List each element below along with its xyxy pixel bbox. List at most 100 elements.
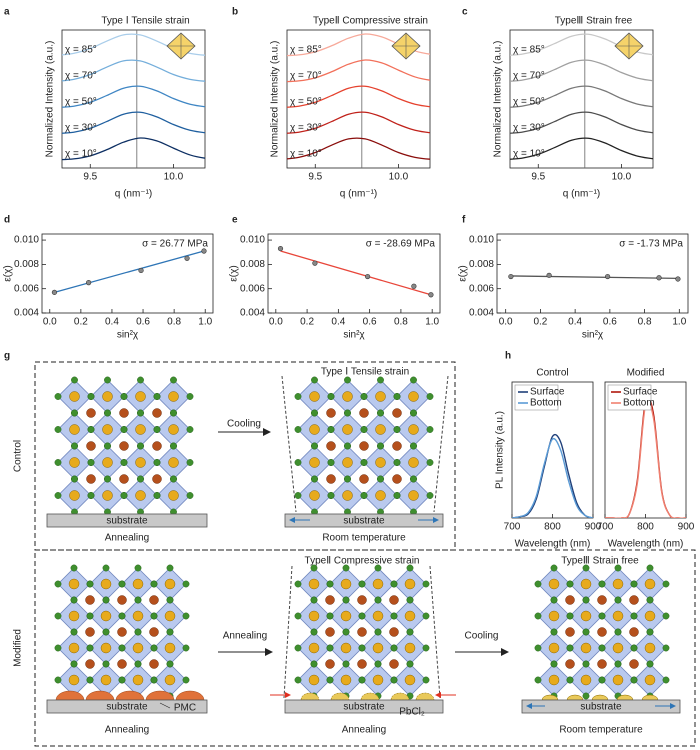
x-site [86,676,94,684]
curve [62,85,205,108]
point [675,276,681,282]
x-site [311,475,318,483]
b-site [342,391,353,402]
plot-frame [267,233,441,314]
x-site [662,676,670,684]
b-site [404,578,416,590]
x-site [170,442,177,450]
point [184,255,190,261]
b-site [102,490,113,501]
b-site [340,642,352,654]
legend-label: Bottom [623,398,655,409]
x-site [326,676,334,684]
x-site [137,475,144,483]
b-site [644,642,656,654]
b-site [164,674,176,686]
curve [287,33,430,57]
x-axis-label: q (nm⁻¹) [340,189,378,200]
y-axis-label: Normalized Intensity (a.u.) [270,41,281,158]
y-tick-label: 0.006 [14,283,39,294]
x-site [426,426,434,433]
x-site [54,393,62,400]
b-site [308,610,320,622]
b-site [309,424,320,435]
b-site [135,424,146,435]
substrate [46,699,208,714]
x-site [54,580,62,588]
x-site [662,612,670,620]
x-site [358,676,366,684]
b-site [132,642,144,654]
pbcl2-grain [641,694,659,701]
substrate [284,699,444,714]
b-site [135,490,146,501]
b-site [102,457,113,468]
y-tick-label: 0.004 [240,308,265,319]
pmc-label: PMC [174,703,196,714]
substrate [46,513,208,528]
arrow-label: Cooling [465,631,499,642]
pbcl2-grain [360,692,380,701]
x-tick-label: 10.0 [389,172,409,183]
x-tick-label: 0.6 [136,317,150,328]
curve [287,137,430,160]
x-site [360,426,368,433]
x-site [630,644,638,652]
series-label: χ = 50° [65,97,97,108]
curve [510,137,653,160]
line [605,395,686,518]
x-site [54,459,62,466]
arrow-label: Annealing [223,631,267,642]
x-site [104,442,111,450]
x-tick-label: 9.5 [531,172,545,183]
a-site [389,659,399,669]
x-site [422,676,430,684]
x-site [358,644,366,652]
substrate-label: substrate [106,702,148,713]
x-tick-label: 10.0 [164,172,184,183]
b-site [404,642,416,654]
y-axis-label: Normalized Intensity (a.u.) [45,41,56,158]
row-label: Modified [13,629,24,667]
a-site [359,441,369,451]
x-site [390,580,398,588]
fit-line [280,250,432,296]
x-site [344,442,351,450]
a-site [149,627,159,637]
x-site [393,393,401,400]
legend-label: Bottom [530,398,562,409]
y-tick-label: 0.010 [469,235,494,246]
x-site [630,676,638,684]
x-site [182,612,190,620]
x-site [120,393,128,400]
a-site [392,408,402,418]
x-site [70,596,78,604]
y-axis-label: ε(χ) [3,265,14,281]
x-site [186,393,194,400]
pmc-grain [145,690,175,701]
x-site [166,660,174,668]
point [508,273,514,280]
strain-guide [429,565,441,699]
x-site [582,564,590,572]
x-site [327,393,335,400]
x-site [182,644,190,652]
pbcl2-grain [300,692,320,701]
x-tick-label: 800 [637,522,654,533]
b-site [342,424,353,435]
a-site [117,595,127,605]
b-site [100,578,112,590]
x-tick-label: 9.5 [83,172,97,183]
substrate-label: substrate [343,702,385,713]
a-site [597,659,607,669]
b-site [309,490,320,501]
x-site [342,660,350,668]
x-site [54,676,62,684]
b-site [340,674,352,686]
strain-guide [281,375,297,513]
a-site [149,595,159,605]
x-site [614,660,622,668]
x-site [598,612,606,620]
b-site [100,642,112,654]
plot-frame [41,233,214,314]
